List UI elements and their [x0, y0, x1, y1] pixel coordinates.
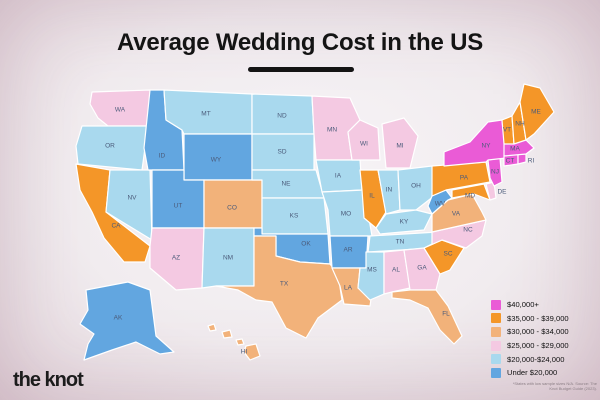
- label-TX: TX: [280, 281, 289, 288]
- label-CT: CT: [506, 158, 515, 165]
- label-KS: KS: [290, 213, 299, 220]
- the-knot-logo: the knot: [13, 369, 84, 391]
- page-title: Average Wedding Cost in the US: [116, 29, 484, 56]
- label-NH: NH: [515, 121, 525, 128]
- legend-label: $20,000-$24,000: [507, 354, 565, 364]
- label-MI: MI: [396, 143, 403, 150]
- legend-item: Under $20,000: [491, 366, 599, 380]
- label-FL: FL: [442, 311, 450, 318]
- label-OH: OH: [411, 183, 421, 190]
- state-TX[interactable]: [215, 235, 343, 339]
- label-PA: PA: [460, 175, 469, 182]
- label-VT: VT: [503, 127, 511, 134]
- legend-item: $20,000-$24,000: [491, 352, 599, 366]
- label-AK: AK: [114, 315, 123, 322]
- label-WY: WY: [211, 157, 222, 164]
- label-UT: UT: [174, 203, 183, 210]
- state-MI[interactable]: [381, 117, 419, 169]
- footnote: *States with low sample sizes N/A. Sourc…: [512, 381, 597, 391]
- label-WV: WV: [435, 201, 446, 208]
- label-AR: AR: [343, 247, 352, 254]
- legend-item: $30,000 - $34,000: [491, 325, 599, 339]
- label-NC: NC: [463, 227, 473, 234]
- label-SC: SC: [443, 251, 452, 258]
- label-MA: MA: [510, 146, 520, 153]
- label-NJ: NJ: [491, 169, 499, 176]
- legend-swatch: [491, 299, 501, 310]
- label-LA: LA: [344, 285, 353, 292]
- label-GA: GA: [417, 265, 427, 272]
- label-DE: DE: [497, 189, 507, 196]
- legend-item: $25,000 - $29,000: [491, 339, 599, 353]
- label-HI: HI: [241, 349, 248, 356]
- label-ND: ND: [277, 113, 287, 120]
- label-MO: MO: [341, 211, 351, 218]
- label-MS: MS: [367, 267, 377, 274]
- legend-swatch: [491, 313, 501, 324]
- state-OH[interactable]: [397, 165, 435, 211]
- label-KY: KY: [400, 219, 409, 226]
- legend-swatch: [491, 340, 501, 351]
- legend-label: Under $20,000: [507, 368, 558, 378]
- state-FL[interactable]: [391, 289, 463, 345]
- title-underline: [248, 67, 354, 72]
- label-ME: ME: [531, 109, 541, 116]
- label-IN: IN: [386, 187, 393, 194]
- state-NY[interactable]: [443, 119, 507, 167]
- legend-label: $35,000 - $39,000: [507, 313, 569, 323]
- state-OR[interactable]: [75, 125, 149, 171]
- label-NE: NE: [281, 181, 291, 188]
- legend-swatch: [491, 367, 501, 378]
- label-NM: NM: [223, 255, 233, 262]
- legend-swatch: [491, 326, 501, 337]
- label-CO: CO: [227, 205, 237, 212]
- state-AK[interactable]: [79, 281, 175, 361]
- label-NV: NV: [127, 195, 137, 202]
- label-ID: ID: [159, 153, 166, 160]
- state-HI[interactable]: [207, 323, 261, 361]
- state-AL[interactable]: [383, 249, 411, 295]
- legend-item: $40,000+: [491, 298, 599, 312]
- label-VA: VA: [452, 211, 461, 218]
- label-WI: WI: [360, 141, 368, 148]
- legend-label: $25,000 - $29,000: [507, 341, 569, 351]
- legend-item: $35,000 - $39,000: [491, 312, 599, 326]
- state-DE[interactable]: [485, 181, 497, 201]
- legend-label: $30,000 - $34,000: [507, 327, 569, 337]
- label-RI: RI: [528, 158, 535, 165]
- state-GA[interactable]: [403, 247, 441, 291]
- label-MD: MD: [465, 193, 475, 200]
- legend-label: $40,000+: [507, 300, 539, 310]
- label-MN: MN: [327, 127, 337, 134]
- label-TN: TN: [396, 239, 405, 246]
- label-CA: CA: [111, 223, 121, 230]
- state-ME[interactable]: [519, 83, 555, 141]
- label-IL: IL: [369, 193, 375, 200]
- legend: $40,000+ $35,000 - $39,000 $30,000 - $34…: [491, 298, 599, 380]
- label-OK: OK: [301, 241, 311, 248]
- label-MT: MT: [201, 111, 210, 118]
- state-MD[interactable]: [451, 183, 491, 201]
- label-OR: OR: [105, 143, 115, 150]
- state-NC[interactable]: [423, 219, 487, 249]
- label-AL: AL: [392, 267, 400, 274]
- label-SD: SD: [277, 149, 286, 156]
- label-WA: WA: [115, 107, 126, 114]
- label-NY: NY: [481, 143, 491, 150]
- label-AZ: AZ: [172, 255, 180, 262]
- label-IA: IA: [335, 173, 342, 180]
- state-RI[interactable]: [517, 153, 527, 165]
- legend-swatch: [491, 354, 501, 365]
- state-WI[interactable]: [347, 119, 381, 161]
